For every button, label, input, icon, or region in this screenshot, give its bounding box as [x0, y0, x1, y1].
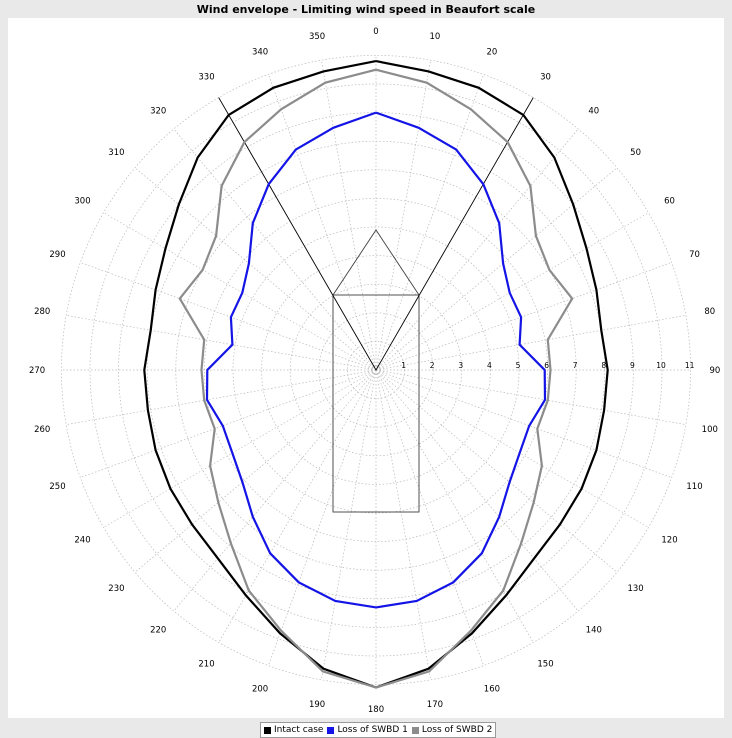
radial-tick-label: 5	[516, 361, 521, 370]
legend-item-intact: Intact case	[264, 724, 323, 736]
radial-tick-label: 8	[601, 361, 606, 370]
angle-tick-label: 0	[373, 27, 378, 37]
tick-labels: 0102030405060708090100110120130140150160…	[29, 27, 720, 715]
legend-item-swbd1: Loss of SWBD 1	[327, 724, 408, 736]
angle-tick-label: 90	[709, 366, 720, 376]
legend-swatch	[264, 726, 271, 734]
grid-spoke	[173, 369, 377, 612]
angle-tick-label: 200	[252, 685, 268, 695]
grid-spoke	[103, 369, 377, 528]
grid-spoke	[375, 369, 484, 666]
grid-spoke	[321, 369, 377, 680]
angle-tick-label: 210	[198, 660, 214, 670]
angle-tick-label: 270	[29, 366, 45, 376]
series-line-2	[178, 68, 574, 689]
grid-spoke	[375, 369, 649, 528]
angle-tick-label: 160	[484, 685, 500, 695]
angle-tick-label: 250	[49, 482, 65, 492]
grid-spoke	[375, 262, 672, 371]
angle-tick-label: 260	[34, 425, 50, 435]
angle-tick-label: 340	[252, 48, 268, 58]
grid-spoke	[375, 369, 618, 573]
legend-label: Loss of SWBD 2	[421, 725, 493, 735]
angle-tick-label: 20	[486, 48, 497, 58]
angle-tick-label: 100	[702, 425, 718, 435]
angle-tick-label: 290	[49, 250, 65, 260]
radial-tick-label: 6	[544, 361, 549, 370]
angle-tick-label: 350	[309, 32, 325, 42]
radial-tick-label: 3	[458, 361, 463, 370]
polar-chart: 0102030405060708090100110120130140150160…	[29, 27, 720, 715]
angle-tick-label: 180	[368, 705, 384, 715]
radial-tick-label: 4	[487, 361, 492, 370]
angle-tick-label: 300	[74, 197, 90, 207]
legend: Intact case Loss of SWBD 1 Loss of SWBD …	[260, 722, 497, 738]
angle-tick-label: 120	[661, 536, 677, 546]
grid-spoke	[375, 315, 686, 371]
angle-tick-label: 130	[627, 584, 643, 594]
grid-ring	[61, 55, 691, 685]
grid-spoke	[80, 369, 377, 478]
series-line-1	[205, 111, 547, 609]
plot-panel: 0 10 20 30 40 50 60 70 80 90 100 110 120 130 140 150 160…	[8, 18, 724, 718]
grid-spoke	[218, 369, 377, 643]
angle-tick-label: 110	[686, 482, 702, 492]
ship-bow	[332, 229, 420, 296]
angle-tick-label: 320	[150, 106, 166, 116]
legend-swatch	[327, 726, 335, 734]
legend-swatch	[411, 726, 419, 734]
grid-spoke	[375, 369, 672, 478]
legend-item-swbd2: Loss of SWBD 2	[411, 724, 493, 736]
radial-tick-label: 2	[430, 361, 435, 370]
radial-tick-label: 9	[630, 361, 635, 370]
angle-tick-label: 10	[429, 32, 440, 42]
angle-tick-label: 30	[540, 73, 551, 83]
grid-ring	[261, 255, 491, 485]
legend-label: Loss of SWBD 1	[337, 725, 408, 735]
series-layer	[143, 60, 609, 689]
grid-spoke	[66, 315, 377, 371]
angle-tick-label: 40	[588, 106, 599, 116]
grid-spoke	[375, 167, 618, 371]
angle-tick-label: 310	[108, 148, 124, 158]
grid-ring	[289, 283, 463, 457]
grid-spoke	[66, 369, 377, 425]
ship-hull	[332, 294, 420, 513]
grid-spoke	[375, 369, 431, 680]
radial-tick-label: 11	[685, 361, 695, 370]
angle-tick-label: 70	[689, 250, 700, 260]
grid-ring	[232, 226, 520, 514]
grid-spoke	[173, 128, 377, 371]
grid-spoke	[134, 167, 377, 371]
grid-spoke	[375, 369, 579, 612]
radial-tick-label: 10	[656, 361, 666, 370]
angle-tick-label: 220	[150, 626, 166, 636]
grid-spoke	[375, 128, 579, 371]
grid-ring	[89, 83, 663, 657]
angle-tick-label: 140	[586, 626, 602, 636]
angle-tick-label: 280	[34, 307, 50, 317]
radial-tick-label: 7	[573, 361, 578, 370]
radial-tick-label: 1	[401, 361, 406, 370]
grid-spoke	[375, 369, 686, 425]
angle-tick-label: 170	[427, 700, 443, 710]
angle-tick-label: 330	[198, 73, 214, 83]
legend-label: Intact case	[274, 725, 324, 735]
angle-tick-label: 150	[537, 660, 553, 670]
angle-tick-label: 230	[108, 584, 124, 594]
angle-tick-label: 190	[309, 700, 325, 710]
angle-tick-label: 50	[630, 148, 641, 158]
angle-tick-label: 80	[704, 307, 715, 317]
chart-title: Wind envelope - Limiting wind speed in B…	[196, 3, 536, 16]
sector-line-330	[218, 97, 377, 371]
grid-spoke	[134, 369, 377, 573]
grid-spoke	[375, 369, 534, 643]
grid-spoke	[80, 262, 377, 371]
sector-line-30	[375, 97, 534, 371]
angle-tick-label: 60	[664, 197, 675, 207]
grid-spoke	[268, 369, 377, 666]
angle-tick-label: 240	[74, 536, 90, 546]
